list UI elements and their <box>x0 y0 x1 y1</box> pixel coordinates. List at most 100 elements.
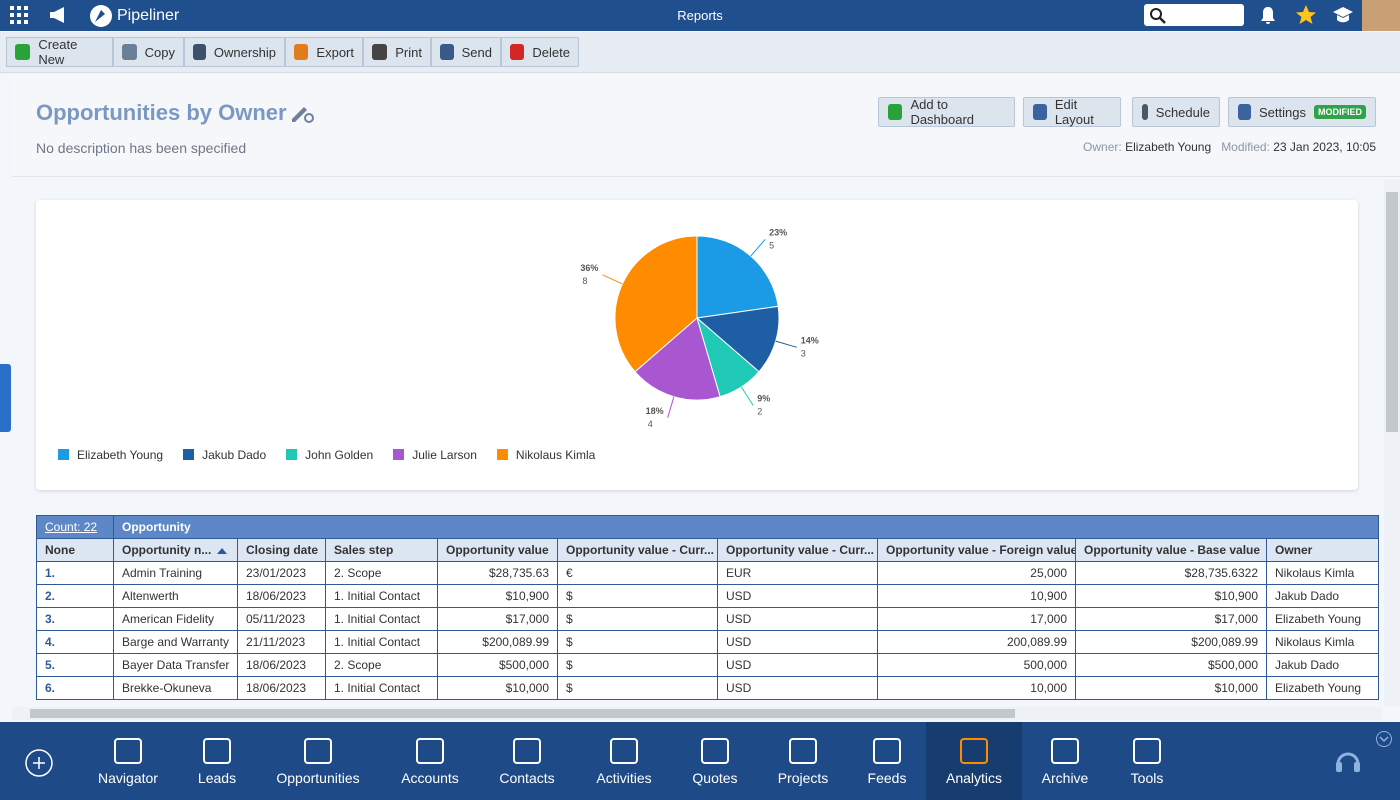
column-header[interactable]: Owner <box>1265 538 1380 562</box>
nav-label: Projects <box>777 770 829 786</box>
table-row[interactable]: 1. Admin Training 23/01/2023 2. Scope $28,73… <box>36 561 1380 585</box>
column-header[interactable]: Opportunity value <box>437 538 558 562</box>
pie-slice <box>634 317 721 401</box>
edit-icon[interactable] <box>290 101 316 125</box>
button-icon <box>1033 104 1047 120</box>
favorites-icon[interactable] <box>1295 4 1317 26</box>
toolbar-button[interactable]: Delete <box>501 37 579 67</box>
toolbar-button[interactable]: Send <box>431 37 501 67</box>
toolbar-button[interactable]: Export <box>285 37 363 67</box>
table-row[interactable]: 5. Bayer Data Transfer 18/06/2023 2. Scope $… <box>36 653 1380 677</box>
nav-item[interactable]: Projects <box>755 722 851 800</box>
announce-icon[interactable] <box>48 6 68 24</box>
nav-item[interactable]: Activities <box>576 722 672 800</box>
table-row[interactable]: 3. American Fidelity 05/11/2023 1. Initial … <box>36 607 1380 631</box>
search-box[interactable] <box>1144 4 1244 26</box>
column-header[interactable]: Opportunity n... <box>113 538 238 562</box>
horizontal-scrollbar[interactable] <box>12 707 1382 720</box>
record-count[interactable]: Count: 22 <box>36 515 114 539</box>
table-row[interactable]: 2. Altenwerth 18/06/2023 1. Initial Contact… <box>36 584 1380 608</box>
toolbar-button[interactable]: Copy <box>113 37 184 67</box>
column-header[interactable]: Opportunity value - Curr... <box>717 538 878 562</box>
report-meta: Owner: Elizabeth Young Modified: 23 Jan … <box>1083 140 1376 154</box>
table-row[interactable]: 4. Barge and Warranty 21/11/2023 1. Initial… <box>36 630 1380 654</box>
nav-icon <box>873 738 901 764</box>
column-header[interactable]: Opportunity value - Base value <box>1075 538 1267 562</box>
table-cell: 2. Scope <box>325 561 438 585</box>
collapse-icon[interactable] <box>1375 730 1393 748</box>
bottom-nav: Navigator Leads Opportunities Accounts Conta… <box>0 722 1400 800</box>
nav-label: Archive <box>1041 770 1089 786</box>
legend-item[interactable]: Nikolaus Kimla <box>496 448 596 462</box>
report-button[interactable]: Add to Dashboard <box>878 97 1015 127</box>
nav-icon <box>416 738 444 764</box>
nav-item[interactable]: Tools <box>1099 722 1195 800</box>
side-panel-toggle[interactable] <box>0 364 11 432</box>
legend-item[interactable]: John Golden <box>286 448 373 462</box>
table-cell: $500,000 <box>437 653 558 677</box>
table-cell: 05/11/2023 <box>237 607 326 631</box>
table-cell: $10,000 <box>1075 676 1267 700</box>
table-cell: € <box>557 561 718 585</box>
column-header[interactable]: Sales step <box>325 538 438 562</box>
nav-item[interactable]: Contacts <box>479 722 575 800</box>
modified: 23 Jan 2023, 10:05 <box>1273 140 1376 154</box>
nav-icon <box>203 738 231 764</box>
table-cell: 23/01/2023 <box>237 561 326 585</box>
nav-item[interactable]: Archive <box>1017 722 1113 800</box>
legend-item[interactable]: Julie Larson <box>393 448 477 462</box>
legend-item[interactable]: Elizabeth Young <box>58 448 163 462</box>
table-cell: 500,000 <box>877 653 1076 677</box>
report-button[interactable]: Settings MODIFIED <box>1228 97 1376 127</box>
nav-item[interactable]: Opportunities <box>270 722 366 800</box>
button-icon <box>15 44 31 60</box>
table-cell: $ <box>557 653 718 677</box>
pie-slice <box>696 235 779 319</box>
vertical-scrollbar[interactable] <box>1384 180 1400 706</box>
nav-label: Leads <box>197 770 237 786</box>
legend-label: Nikolaus Kimla <box>515 448 596 462</box>
column-header[interactable]: Opportunity value - Foreign value <box>877 538 1076 562</box>
chart-card: 23% 5 14% 3 9% 2 18% 4 36% 8 Elizabeth Young Jakub… <box>36 200 1358 490</box>
academy-icon[interactable] <box>1332 5 1354 25</box>
nav-item[interactable]: Feeds <box>839 722 935 800</box>
toolbar-button[interactable]: Create New <box>6 37 113 67</box>
column-header[interactable]: Opportunity value - Curr... <box>557 538 718 562</box>
table-cell: 21/11/2023 <box>237 630 326 654</box>
user-avatar[interactable] <box>1362 0 1400 31</box>
nav-label: Contacts <box>499 770 555 786</box>
report-button[interactable]: Schedule <box>1132 97 1220 127</box>
nav-item[interactable]: Analytics <box>926 722 1022 800</box>
nav-item[interactable]: Accounts <box>382 722 478 800</box>
column-header[interactable]: Closing date <box>237 538 326 562</box>
table-cell: $ <box>557 676 718 700</box>
table-row[interactable]: 6. Brekke-Okuneva 18/06/2023 1. Initial Con… <box>36 676 1380 700</box>
notifications-icon[interactable] <box>1258 5 1278 25</box>
legend-label: Elizabeth Young <box>77 448 164 462</box>
apps-icon[interactable] <box>10 6 30 26</box>
table-cell: USD <box>717 630 878 654</box>
button-icon <box>193 44 206 60</box>
value-label: 8 <box>582 276 587 286</box>
button-icon <box>510 44 525 60</box>
toolbar-button[interactable]: Ownership <box>184 37 285 67</box>
button-label: Export <box>316 44 354 60</box>
column-header[interactable]: None <box>36 538 114 562</box>
add-button[interactable] <box>24 748 54 778</box>
page-title: Reports <box>677 8 723 23</box>
nav-item[interactable]: Navigator <box>80 722 176 800</box>
table-cell: $ <box>557 584 718 608</box>
table-cell: 6. <box>36 676 114 700</box>
nav-item[interactable]: Leads <box>169 722 265 800</box>
legend-swatch <box>58 449 69 460</box>
nav-label: Navigator <box>98 770 158 786</box>
table-cell: Jakub Dado <box>1265 584 1380 608</box>
toolbar-button[interactable]: Print <box>363 37 431 67</box>
nav-item[interactable]: Quotes <box>667 722 763 800</box>
legend-item[interactable]: Jakub Dado <box>183 448 266 462</box>
table-cell: Barge and Warranty <box>113 630 238 654</box>
support-icon[interactable] <box>1332 746 1364 778</box>
table-cell: 2. <box>36 584 114 608</box>
report-button[interactable]: Edit Layout <box>1023 97 1121 127</box>
